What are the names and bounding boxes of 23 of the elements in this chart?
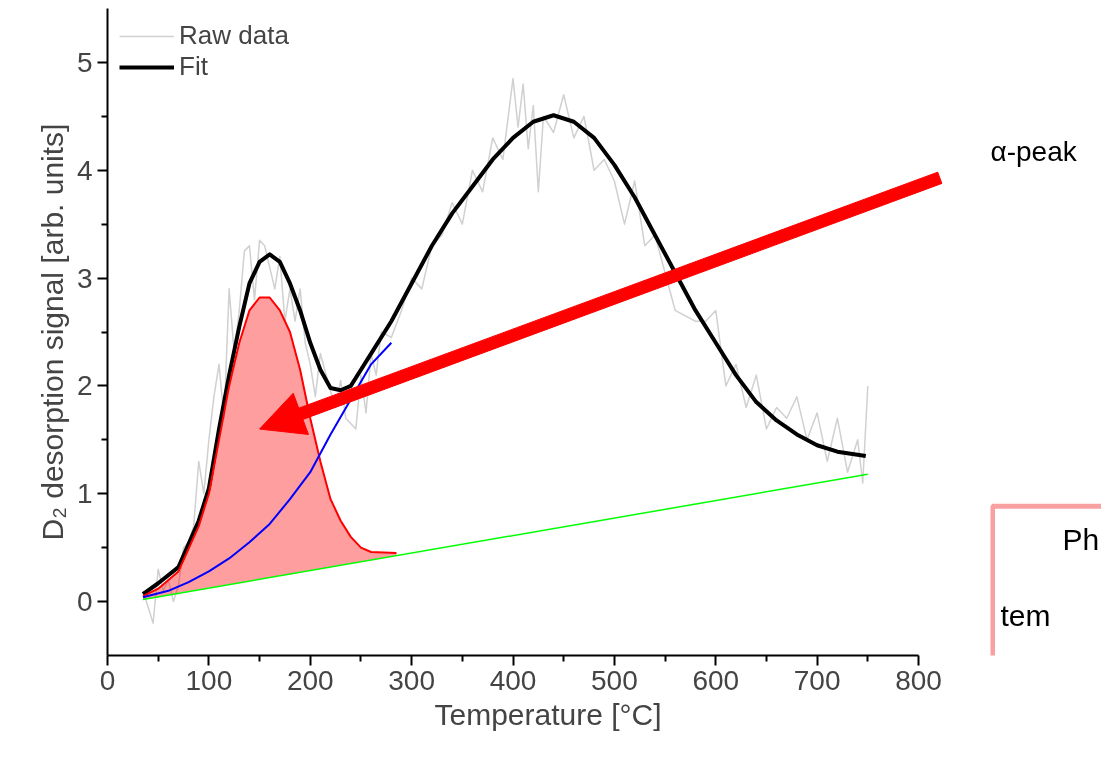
x-tick-label: 100 [185, 664, 233, 696]
text: tem [1000, 599, 1051, 633]
y-tick-label: 5 [76, 46, 93, 78]
y-tick-label: 2 [76, 370, 93, 402]
text: Ph [1062, 522, 1100, 556]
legend-label: Raw data [179, 20, 289, 51]
line-series [141, 341, 393, 599]
y-tick-label: 3 [76, 262, 93, 294]
x-tick-label: 200 [286, 664, 334, 696]
y-axis-title: D₂ desorption signal [arb. units] [35, 123, 69, 541]
text: α-peak [990, 135, 1078, 167]
x-axis-title: Temperature [°C] [434, 697, 662, 731]
x-tick-label: 500 [591, 664, 638, 696]
x-tick-label: 0 [99, 664, 116, 696]
y-tick-label: 1 [76, 478, 93, 510]
x-tick-label: 700 [793, 664, 841, 696]
legend-label: Fit [179, 51, 208, 82]
x-tick-label: 600 [692, 664, 740, 696]
y-tick-label: 0 [76, 586, 93, 618]
x-tick-label: 400 [489, 664, 537, 696]
x-tick-label: 300 [388, 664, 435, 696]
x-tick-label: 800 [895, 664, 942, 696]
y-tick-label: 4 [76, 154, 93, 186]
